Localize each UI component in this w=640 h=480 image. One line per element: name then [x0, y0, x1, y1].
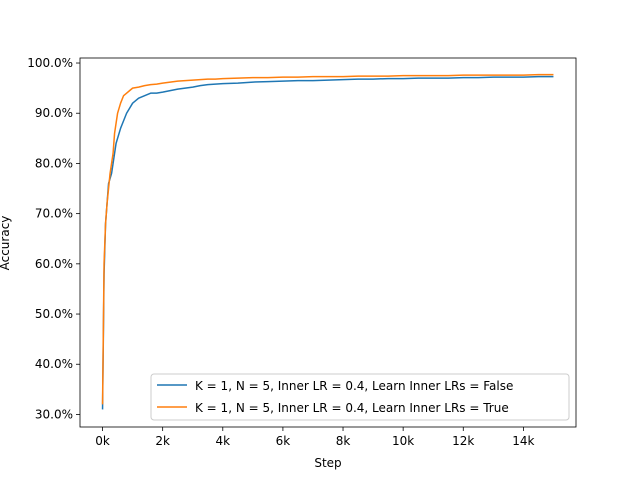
x-axis-label: Step — [314, 456, 341, 470]
y-tick-label: 90.0% — [35, 106, 73, 120]
y-tick-label: 80.0% — [35, 156, 73, 170]
x-tick-label: 12k — [452, 434, 474, 448]
series-lines — [101, 73, 554, 410]
x-tick-label: 8k — [336, 434, 351, 448]
x-tick-label: 4k — [215, 434, 230, 448]
legend-label-false: K = 1, N = 5, Inner LR = 0.4, Learn Inne… — [195, 379, 513, 393]
x-tick-label: 10k — [392, 434, 414, 448]
x-tick-label: 6k — [276, 434, 291, 448]
y-axis-label: Accuracy — [0, 216, 12, 271]
x-tick-label: 14k — [512, 434, 534, 448]
y-axis-ticks: 30.0% 40.0% 50.0% 60.0% 70.0% 80.0% 90.0% 100.0… — [27, 56, 80, 421]
series-line-learn-inner-lrs-true — [101, 73, 554, 405]
x-tick-label: 0k — [95, 434, 110, 448]
legend: K = 1, N = 5, Inner LR = 0.4, Learn Inne… — [150, 373, 570, 421]
y-tick-label: 50.0% — [35, 307, 73, 321]
y-tick-label: 100.0% — [27, 56, 73, 70]
legend-box — [150, 373, 570, 421]
x-axis-ticks: 0k 2k 4k 6k 8k 10k 12k 14k — [95, 427, 535, 448]
legend-label-true: K = 1, N = 5, Inner LR = 0.4, Learn Inne… — [195, 401, 509, 415]
series-line-learn-inner-lrs-false — [101, 75, 554, 410]
y-tick-label: 40.0% — [35, 357, 73, 371]
x-tick-label: 2k — [155, 434, 170, 448]
y-tick-label: 60.0% — [35, 257, 73, 271]
y-tick-label: 70.0% — [35, 207, 73, 221]
plot-frame — [79, 57, 577, 428]
y-tick-label: 30.0% — [35, 407, 73, 421]
